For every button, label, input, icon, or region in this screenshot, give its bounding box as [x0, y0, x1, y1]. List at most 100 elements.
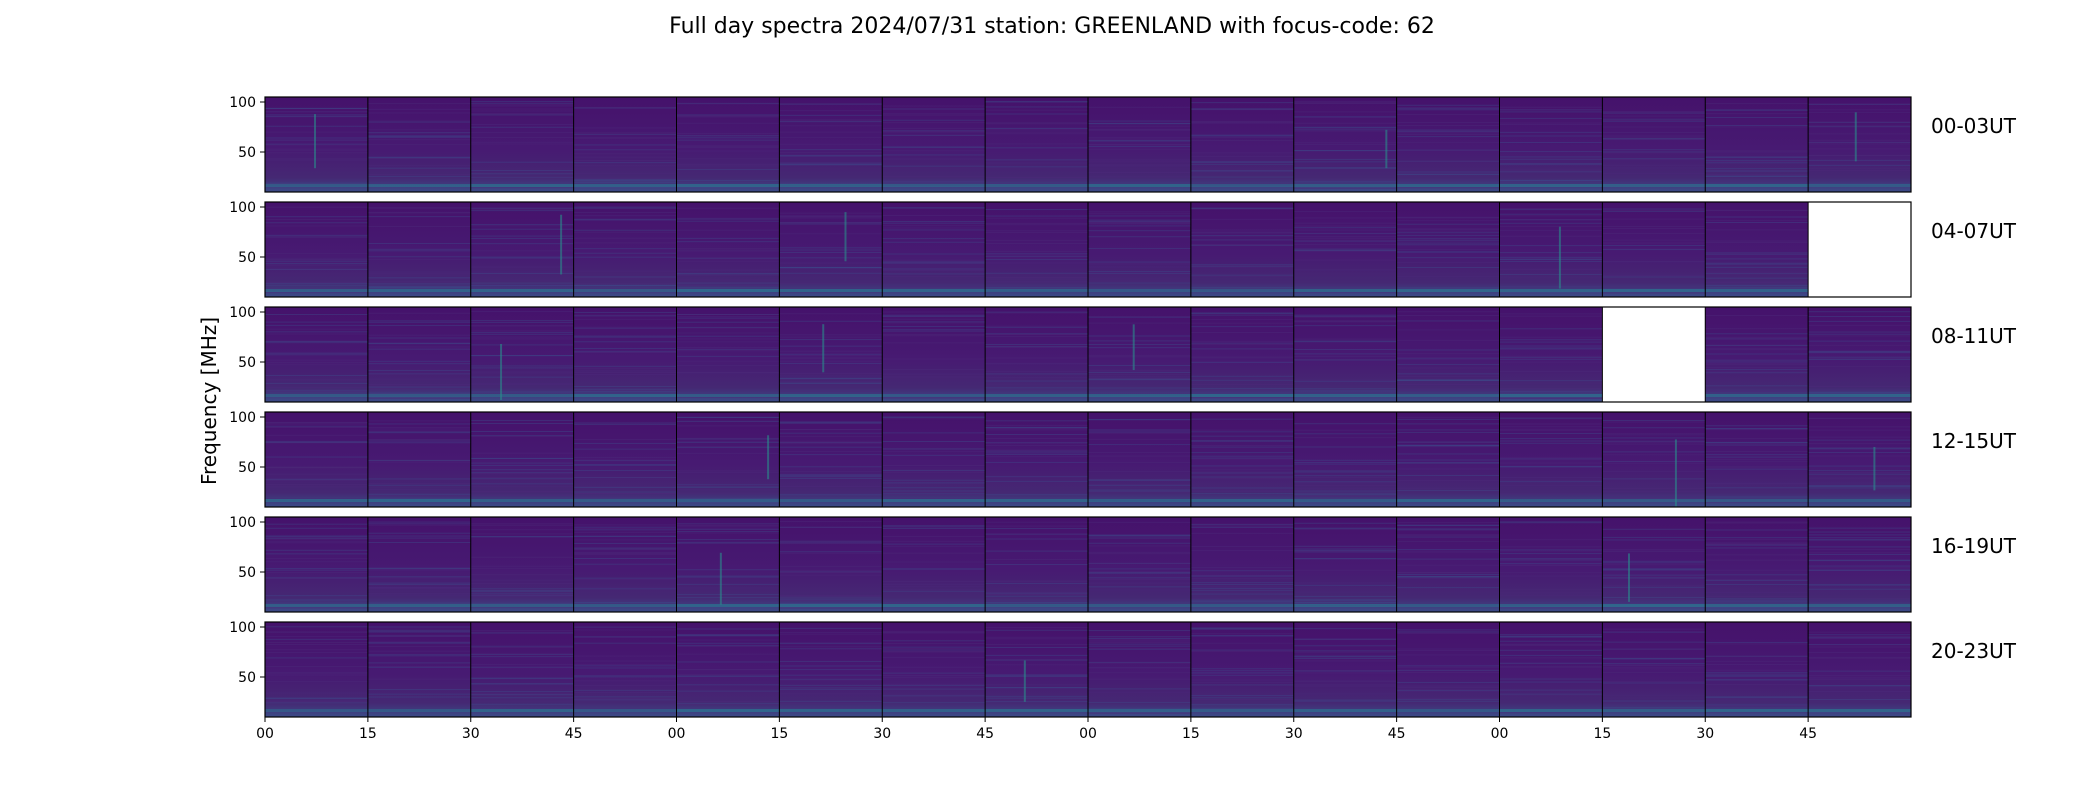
y-tick-label: 100 [229, 200, 256, 216]
spectra-row: 50 100 00-03UT [229, 95, 2017, 193]
spectrogram-panel [367, 202, 471, 297]
spectrogram-panel [470, 622, 574, 717]
row-frame [264, 411, 1912, 508]
y-tick-label: 50 [238, 355, 256, 371]
spectrogram-panel [1705, 307, 1809, 402]
x-tick-label: 15 [770, 726, 788, 742]
spectrogram-panel [985, 307, 1088, 402]
spectrogram-panel [1808, 622, 1911, 717]
row-frame [264, 201, 1912, 298]
spectrogram-panel [367, 97, 471, 192]
spectrogram-panel [1190, 202, 1294, 297]
spectrogram-panel [265, 412, 368, 507]
row-frame [264, 306, 1912, 403]
spectrogram-panel [985, 622, 1088, 717]
spectra-rows: 50 100 00-03UT 50 100 04-07UT 50 100 08-11UT 50 10… [229, 95, 2017, 718]
row-time-label: 00-03UT [1931, 114, 2017, 138]
spectrogram-panel [470, 307, 574, 402]
spectrogram-panel [779, 307, 883, 402]
spectrogram-panel [779, 517, 883, 612]
spectrogram-panel [1396, 412, 1500, 507]
x-tick-label: 30 [873, 726, 891, 742]
spectrogram-panel [779, 622, 883, 717]
spectrogram-panel [1190, 307, 1294, 402]
spectrogram-panel [470, 97, 574, 192]
missing-panel [1602, 307, 1706, 402]
spectrogram-panel [985, 517, 1088, 612]
spectrogram-panel [573, 307, 677, 402]
spectra-row: 50 100 20-23UT [229, 620, 2017, 718]
spectrogram-panel [676, 517, 780, 612]
spectrogram-panel [1602, 622, 1706, 717]
x-tick-label: 45 [976, 726, 994, 742]
spectrogram-panel [573, 412, 677, 507]
spectrogram-panel [1705, 202, 1809, 297]
x-tick-label: 00 [1079, 726, 1097, 742]
spectrogram-panel [779, 202, 883, 297]
spectrogram-panel [1602, 202, 1706, 297]
spectra-row: 50 100 04-07UT [229, 200, 2017, 298]
spectrogram-panel [779, 412, 883, 507]
spectrogram-panel [676, 412, 780, 507]
spectrogram-panel [1808, 97, 1911, 192]
spectrogram-panel [1293, 517, 1397, 612]
y-tick-label: 50 [238, 460, 256, 476]
spectrogram-panel [1088, 622, 1191, 717]
spectrogram-panel [367, 517, 471, 612]
spectrogram-panel [1190, 517, 1294, 612]
spectrogram-panel [1602, 97, 1706, 192]
spectrogram-panel [1293, 412, 1397, 507]
row-time-label: 08-11UT [1931, 324, 2017, 348]
spectrogram-panel [1499, 622, 1603, 717]
spectrogram-panel [1088, 517, 1191, 612]
spectrogram-panel [1705, 412, 1809, 507]
spectrogram-panel [1499, 202, 1603, 297]
x-tick-label: 45 [1388, 726, 1406, 742]
chart-title: Full day spectra 2024/07/31 station: GRE… [669, 14, 1435, 39]
spectrogram-panel [573, 202, 677, 297]
row-time-label: 12-15UT [1931, 429, 2017, 453]
spectrogram-panel [1293, 622, 1397, 717]
x-tick-label: 45 [1799, 726, 1817, 742]
spectrogram-panel [573, 517, 677, 612]
spectrogram-panel [1499, 412, 1603, 507]
spectrogram-panel [1499, 97, 1603, 192]
spectra-row: 50 100 16-19UT [229, 515, 2017, 613]
spectra-row: 50 100 12-15UT [229, 410, 2017, 508]
x-tick-label: 15 [1182, 726, 1200, 742]
spectrogram-panel [1808, 412, 1911, 507]
spectrogram-panel [1808, 517, 1911, 612]
spectrogram-panel [1190, 97, 1294, 192]
row-frame [264, 96, 1912, 193]
spectrogram-panel [676, 202, 780, 297]
x-tick-label: 15 [1593, 726, 1611, 742]
spectrogram-panel [1088, 307, 1191, 402]
spectrogram-panel [573, 622, 677, 717]
spectrogram-panel [985, 97, 1088, 192]
spectrogram-panel [1396, 202, 1500, 297]
spectrogram-panel [676, 622, 780, 717]
spectrogram-panel [985, 412, 1088, 507]
y-tick-label: 50 [238, 670, 256, 686]
spectrogram-panel [882, 412, 986, 507]
spectrogram-panel [265, 622, 368, 717]
spectrogram-panel [367, 412, 471, 507]
spectrogram-panel [1293, 97, 1397, 192]
spectrogram-panel [1396, 307, 1500, 402]
spectrogram-panel [882, 622, 986, 717]
spectrogram-panel [1808, 307, 1911, 402]
missing-panel [1808, 202, 1911, 297]
y-tick-label: 100 [229, 95, 256, 111]
x-tick-label: 30 [1285, 726, 1303, 742]
spectrogram-panel [573, 97, 677, 192]
spectrogram-panel [265, 97, 368, 192]
spectrogram-panel [1088, 97, 1191, 192]
row-frame [264, 516, 1912, 613]
spectrogram-panel [470, 517, 574, 612]
spectrogram-panel [882, 202, 986, 297]
spectrogram-panel [265, 307, 368, 402]
spectrogram-panel [1499, 517, 1603, 612]
x-tick-label: 00 [1491, 726, 1509, 742]
x-axis-ticks: 00 15 30 45 00 15 30 45 00 15 30 45 00 15 30 45 [256, 717, 1817, 742]
